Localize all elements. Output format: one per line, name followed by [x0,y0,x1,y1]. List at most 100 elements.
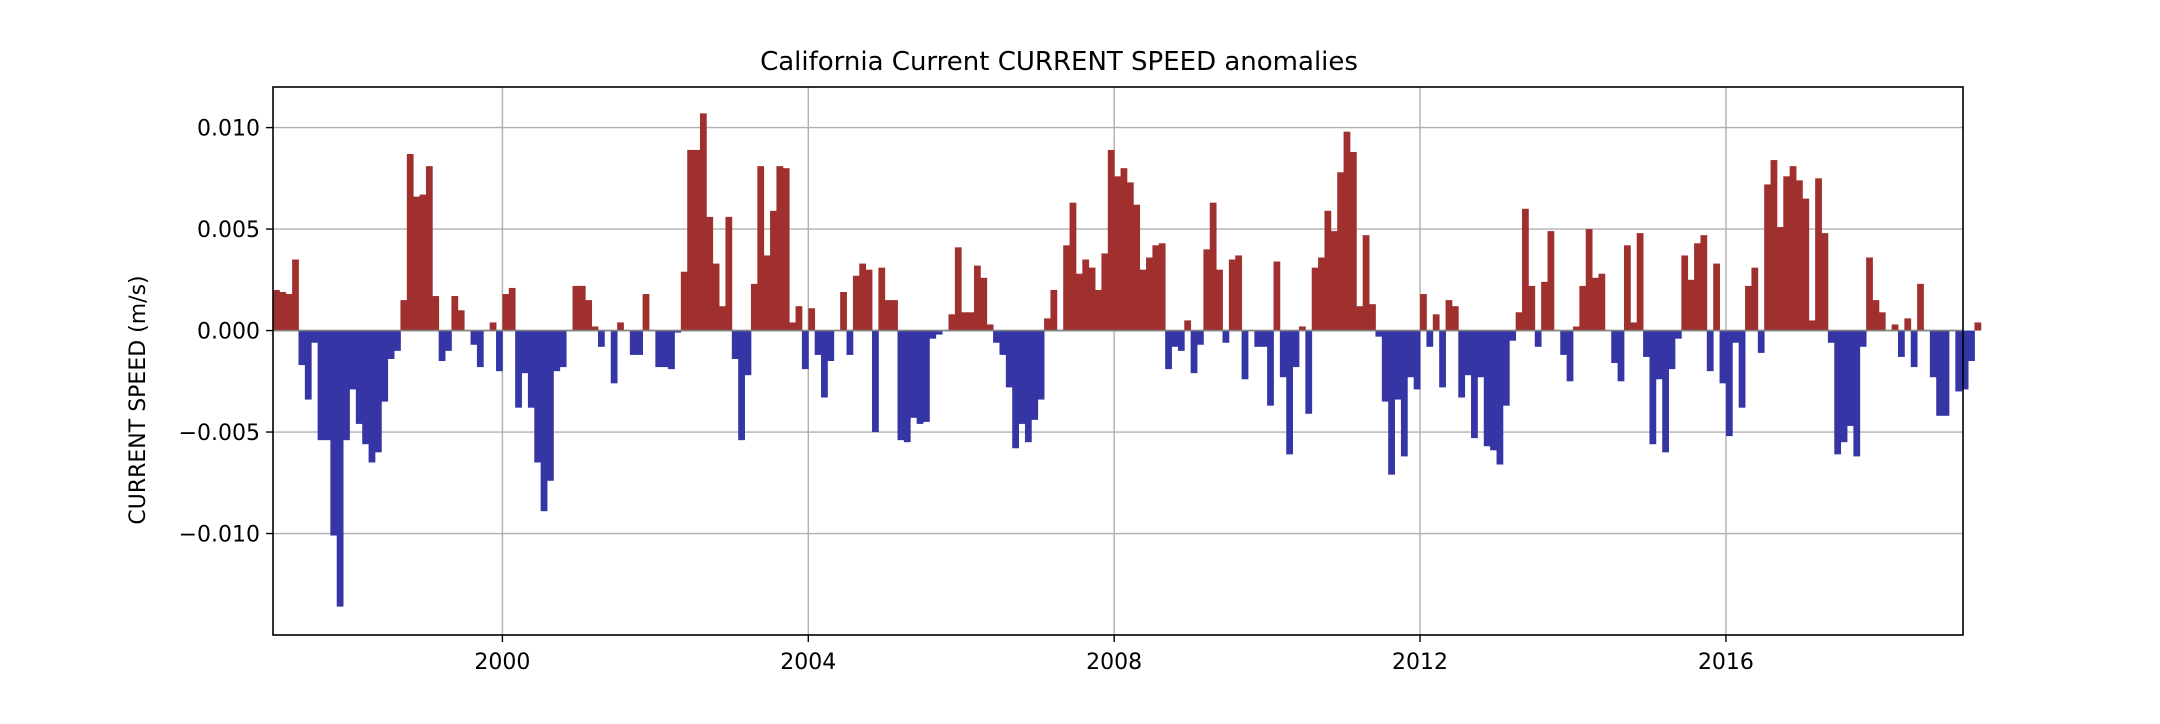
bar-negative [929,330,937,339]
bar-negative [381,330,389,402]
bar-positive [1776,227,1784,331]
bar-negative [323,330,331,441]
bar-positive [413,196,420,331]
bar-negative [355,330,363,424]
bar-positive [712,263,720,331]
bar-negative [668,330,675,370]
bar-positive [884,300,892,331]
bar-negative [1649,330,1657,445]
bar-positive [1751,267,1759,331]
bar-positive [980,277,988,331]
bar-negative [527,330,535,408]
bar-negative [1286,330,1294,455]
bar-negative [1611,330,1619,364]
bar-negative [1898,330,1905,357]
bar-negative [1171,330,1179,347]
bar-positive [1362,235,1370,331]
bar-negative [598,330,605,347]
bar-negative [935,330,943,335]
bar-positive [642,294,650,331]
bar-positive [292,259,299,331]
bar-negative [515,330,522,408]
bar-negative [636,330,644,355]
bar-negative [1732,330,1740,343]
bar-positive [961,312,969,331]
bar-positive [776,166,784,331]
bar-positive [865,269,873,331]
bar-negative [1292,330,1300,368]
bar-negative [1260,330,1268,347]
bar-negative [1617,330,1625,382]
bar-positive [1050,289,1058,331]
bar-negative [744,330,752,376]
x-tick-label: 2000 [474,650,530,675]
y-tick-label: 0.010 [197,117,260,142]
bar-negative [1955,330,1963,392]
bar-negative [1942,330,1950,416]
bar-negative [1910,330,1918,368]
bar-positive [1432,314,1440,331]
bar-negative [1643,330,1650,357]
bar-positive [1337,172,1344,331]
bar-positive [719,306,726,331]
bar-negative [910,330,918,418]
bar-negative [629,330,637,355]
bar-negative [1177,330,1185,351]
bar-positive [750,283,758,331]
bar-positive [1120,168,1128,331]
bar-positive [973,265,981,331]
bar-positive [1298,326,1306,331]
bar-negative [298,330,306,366]
bar-negative [1426,330,1434,347]
bar-negative [1381,330,1389,402]
bar-positive [859,263,867,331]
bar-positive [285,294,293,331]
bar-negative [1534,330,1542,347]
bar-negative [1464,330,1472,376]
bar-positive [1069,202,1077,331]
bar-negative [1439,330,1446,388]
bar-negative [317,330,325,441]
bar-positive [1872,300,1880,331]
bar-positive [795,306,803,331]
bar-negative [1165,330,1172,370]
bar-positive [1075,273,1083,331]
x-tick-label: 2008 [1086,650,1142,675]
bar-negative [1853,330,1861,457]
bar-negative [1834,330,1842,455]
bar-positive [1318,257,1325,331]
bar-positive [279,291,287,331]
chart-title: California Current CURRENT SPEED anomali… [760,47,1358,77]
bar-positive [891,300,898,331]
bar-negative [540,330,548,512]
bar-negative [521,330,529,374]
bar-negative [496,330,503,372]
bar-positive [1547,231,1555,331]
bar-positive [1796,180,1803,331]
bar-positive [1623,245,1631,331]
bar-negative [731,330,739,359]
bar-negative [999,330,1007,355]
bar-negative [559,330,567,368]
bar-positive [1808,320,1816,331]
bar-positive [1088,267,1096,331]
bar-positive [1598,273,1606,331]
bar-negative [476,330,484,368]
bar-positive [419,194,427,331]
bar-positive [1044,318,1051,331]
bar-positive [1158,243,1166,331]
bar-negative [1719,330,1727,384]
bar-negative [349,330,357,390]
bar-positive [1592,277,1599,331]
bar-positive [954,247,962,331]
bar-positive [1891,324,1899,331]
bar-positive [1579,285,1587,331]
bar-negative [445,330,452,351]
bar-positive [457,310,465,331]
bar-positive [502,294,510,331]
bar-positive [585,300,593,331]
bar-positive [1114,176,1121,331]
y-tick-label: 0.005 [197,218,260,243]
